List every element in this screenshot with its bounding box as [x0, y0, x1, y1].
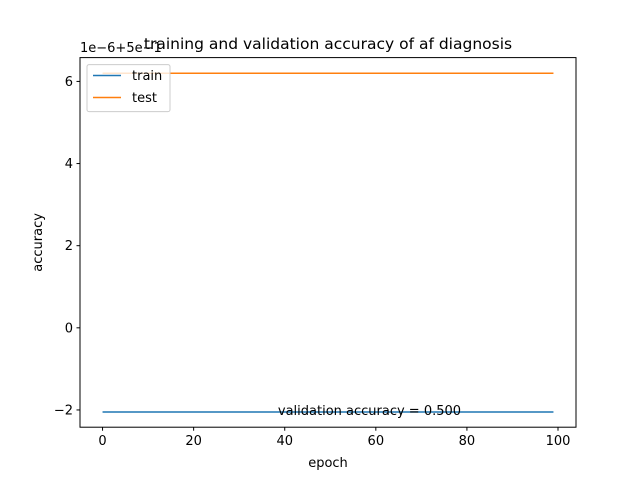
x-tick-label: 0	[98, 434, 106, 449]
legend-frame	[86, 64, 171, 113]
y-axis-label: accuracy	[31, 213, 46, 272]
x-axis-ticks: 0 20 40 60 80 100	[98, 427, 570, 449]
y-tick-label: 0	[65, 321, 73, 336]
x-tick-label: 80	[459, 434, 476, 449]
legend: train test	[86, 64, 171, 113]
y-tick-label: 6	[65, 75, 73, 90]
annotation-validation-accuracy: validation accuracy = 0.500	[278, 404, 461, 419]
y-axis-offset-text: 1e−6+5e−1	[80, 41, 162, 56]
x-tick-label: 20	[185, 434, 202, 449]
plot-area	[80, 57, 576, 428]
x-tick-label: 100	[546, 434, 571, 449]
y-tick-label: −2	[54, 403, 73, 418]
y-tick-label: 4	[65, 157, 73, 172]
legend-label-train: train	[132, 69, 162, 84]
y-tick-label: 2	[65, 239, 73, 254]
chart-title: training and validation accuracy of af d…	[144, 35, 512, 53]
legend-label-test: test	[132, 91, 157, 106]
plot-frame	[79, 57, 577, 428]
series-layer	[102, 72, 554, 413]
x-tick-label: 60	[368, 434, 385, 449]
x-tick-label: 40	[276, 434, 293, 449]
y-axis-ticks: −2 0 2 4 6	[54, 75, 80, 418]
x-axis-label: epoch	[308, 456, 348, 471]
